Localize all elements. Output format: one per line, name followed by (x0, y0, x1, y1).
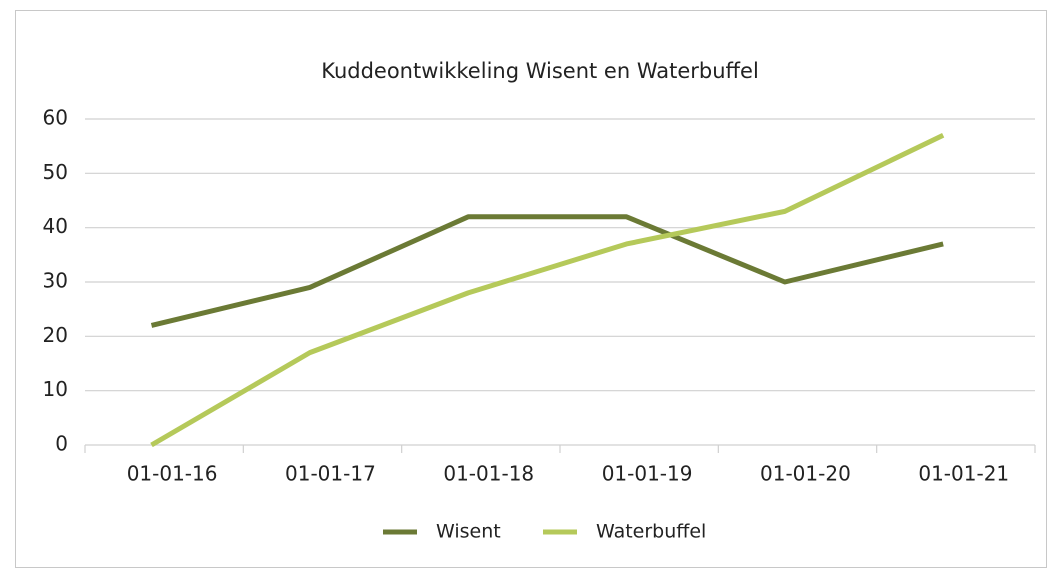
y-tick-label: 20 (43, 323, 68, 347)
chart-border (15, 10, 1047, 568)
x-tick-label: 01-01-20 (760, 462, 851, 486)
y-tick-label: 50 (43, 160, 68, 184)
x-tick-label: 01-01-19 (602, 462, 693, 486)
x-tick-label: 01-01-21 (918, 462, 1009, 486)
y-tick-label: 10 (43, 377, 68, 401)
y-tick-label: 0 (55, 432, 68, 456)
x-tick-label: 01-01-17 (285, 462, 376, 486)
data-line (150, 133, 945, 448)
x-tick-label: 01-01-16 (127, 462, 218, 486)
data-line (150, 214, 944, 328)
y-tick-label: 40 (43, 214, 68, 238)
legend-label: Waterbuffel (596, 521, 706, 543)
y-tick-label: 60 (43, 106, 68, 130)
chart-title: Kuddeontwikkeling Wisent en Waterbuffel (321, 59, 759, 83)
x-tick-label: 01-01-18 (443, 462, 534, 486)
legend-label: Wisent (436, 521, 501, 543)
y-tick-label: 30 (43, 269, 68, 293)
